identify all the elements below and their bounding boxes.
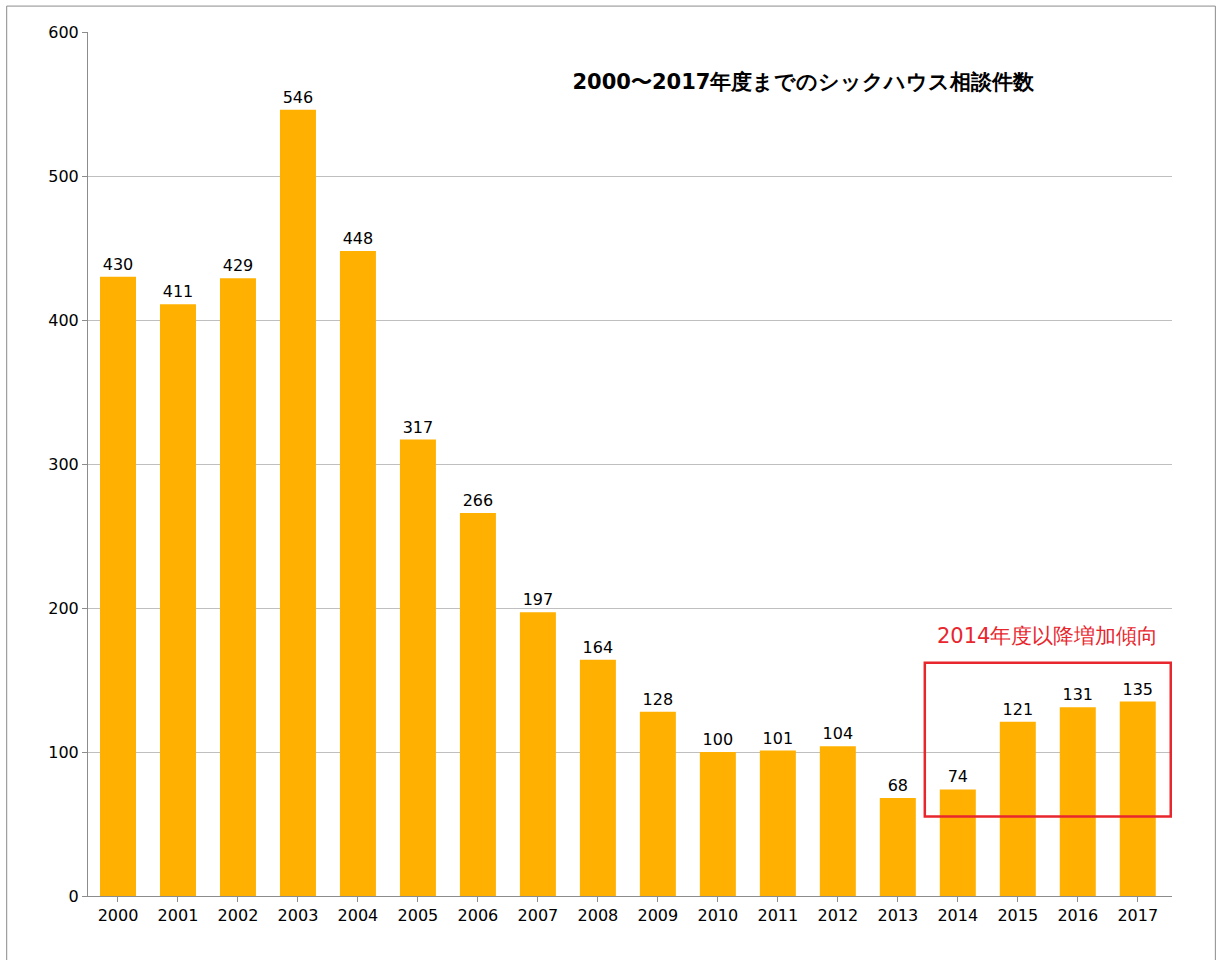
svg-text:317: 317: [403, 418, 434, 437]
svg-text:2010: 2010: [697, 906, 738, 925]
svg-text:121: 121: [1003, 700, 1034, 719]
svg-text:2013: 2013: [877, 906, 918, 925]
svg-text:2000: 2000: [98, 906, 139, 925]
svg-text:2003: 2003: [278, 906, 319, 925]
svg-text:2016: 2016: [1057, 906, 1098, 925]
svg-text:100: 100: [703, 730, 734, 749]
svg-text:2012: 2012: [817, 906, 858, 925]
svg-text:400: 400: [48, 311, 79, 330]
svg-text:2007: 2007: [518, 906, 559, 925]
svg-text:197: 197: [523, 590, 554, 609]
svg-text:2002: 2002: [218, 906, 259, 925]
svg-text:100: 100: [48, 743, 79, 762]
svg-text:164: 164: [583, 638, 614, 657]
svg-text:300: 300: [48, 455, 79, 474]
svg-text:429: 429: [223, 256, 254, 275]
svg-text:2009: 2009: [638, 906, 679, 925]
svg-text:500: 500: [48, 167, 79, 186]
svg-text:2014年度以降増加傾向: 2014年度以降増加傾向: [937, 624, 1158, 648]
svg-text:2008: 2008: [578, 906, 619, 925]
svg-text:101: 101: [763, 729, 794, 748]
svg-text:2014: 2014: [937, 906, 978, 925]
svg-text:200: 200: [48, 599, 79, 618]
svg-text:411: 411: [163, 282, 194, 301]
svg-text:2006: 2006: [458, 906, 499, 925]
svg-text:0: 0: [69, 887, 79, 906]
svg-text:600: 600: [48, 23, 79, 42]
svg-text:266: 266: [463, 491, 494, 510]
svg-text:430: 430: [103, 255, 134, 274]
svg-text:2004: 2004: [338, 906, 379, 925]
svg-text:74: 74: [948, 767, 968, 786]
svg-text:2005: 2005: [398, 906, 439, 925]
svg-text:448: 448: [343, 229, 374, 248]
svg-text:131: 131: [1063, 685, 1094, 704]
svg-text:135: 135: [1122, 680, 1153, 699]
svg-text:2001: 2001: [158, 906, 199, 925]
svg-text:2011: 2011: [757, 906, 798, 925]
svg-text:104: 104: [823, 724, 854, 743]
svg-text:2017: 2017: [1117, 906, 1158, 925]
svg-text:2000〜2017年度までのシックハウス相談件数: 2000〜2017年度までのシックハウス相談件数: [572, 70, 1035, 94]
svg-text:546: 546: [283, 88, 314, 107]
svg-text:2015: 2015: [997, 906, 1038, 925]
svg-text:68: 68: [888, 776, 908, 795]
svg-text:128: 128: [643, 690, 674, 709]
